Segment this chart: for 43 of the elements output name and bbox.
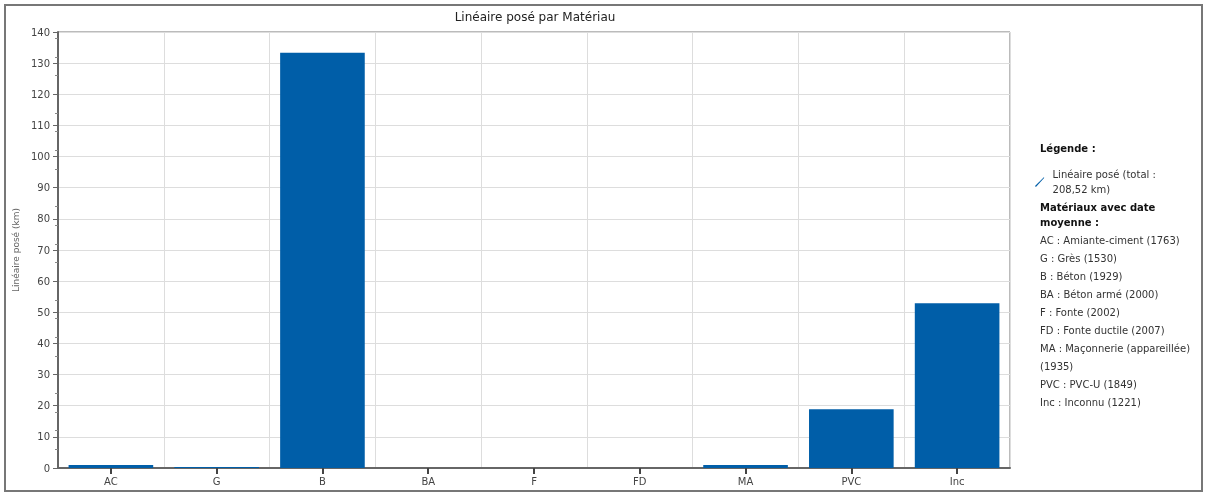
y-tick-label: 60 bbox=[37, 275, 50, 287]
y-tick-label: 10 bbox=[37, 431, 50, 443]
y-tick-label: 110 bbox=[30, 119, 50, 131]
text: AC : Amiante-ciment (1763) bbox=[1040, 234, 1181, 248]
bar bbox=[809, 409, 894, 468]
y-tick-label: 100 bbox=[30, 151, 50, 163]
text: G : Grès (1530) bbox=[1040, 252, 1118, 266]
y-tick-label: 130 bbox=[30, 57, 50, 69]
bar bbox=[280, 52, 365, 468]
text: FD : Fonte ductile (2007) bbox=[1040, 324, 1166, 338]
legend-title: Légende : bbox=[1040, 142, 1097, 156]
chart-title: Linéaire posé par Matériau bbox=[454, 10, 616, 24]
y-tick-label: 120 bbox=[30, 88, 50, 100]
y-tick-label: 90 bbox=[37, 182, 50, 194]
x-tick-label: MA bbox=[737, 475, 754, 487]
text: PVC : PVC-U (1849) bbox=[1040, 378, 1138, 392]
bar bbox=[703, 464, 788, 468]
text: Inc : Inconnu (1221) bbox=[1040, 396, 1142, 410]
text: F : Fonte (2002) bbox=[1040, 306, 1121, 320]
y-tick-label: 70 bbox=[37, 244, 50, 256]
x-tick-label: AC bbox=[104, 475, 118, 487]
x-tick-label: BA bbox=[421, 475, 436, 487]
text: Matériaux avec date moyenne : bbox=[1040, 201, 1157, 230]
legend-label: Linéaire posé (total : 208,52 km) bbox=[1052, 169, 1160, 195]
y-tick-label: 140 bbox=[30, 26, 50, 38]
text: MA : Maçonnerie (appareillée) (1935) bbox=[1040, 342, 1192, 374]
x-tick-label: FD bbox=[633, 475, 647, 487]
bar bbox=[68, 464, 154, 468]
text: B : Béton (1929) bbox=[1040, 270, 1124, 284]
x-tick-label: Inc bbox=[949, 475, 965, 487]
y-axis-title: Linéaire posé (km) bbox=[10, 208, 21, 292]
y-tick-label: 40 bbox=[37, 337, 50, 349]
x-tick-label: F bbox=[531, 475, 538, 487]
y-tick-label: 0 bbox=[43, 462, 50, 474]
text: BA : Béton armé (2000) bbox=[1040, 288, 1160, 302]
x-tick-label: G bbox=[212, 475, 221, 487]
x-tick-label: PVC bbox=[841, 475, 862, 487]
x-tick-label: B bbox=[319, 475, 327, 487]
y-tick-label: 50 bbox=[37, 306, 50, 318]
y-tick-label: 80 bbox=[37, 213, 50, 225]
bar bbox=[914, 303, 1000, 468]
y-tick-label: 30 bbox=[37, 369, 50, 381]
y-tick-label: 20 bbox=[37, 400, 50, 412]
